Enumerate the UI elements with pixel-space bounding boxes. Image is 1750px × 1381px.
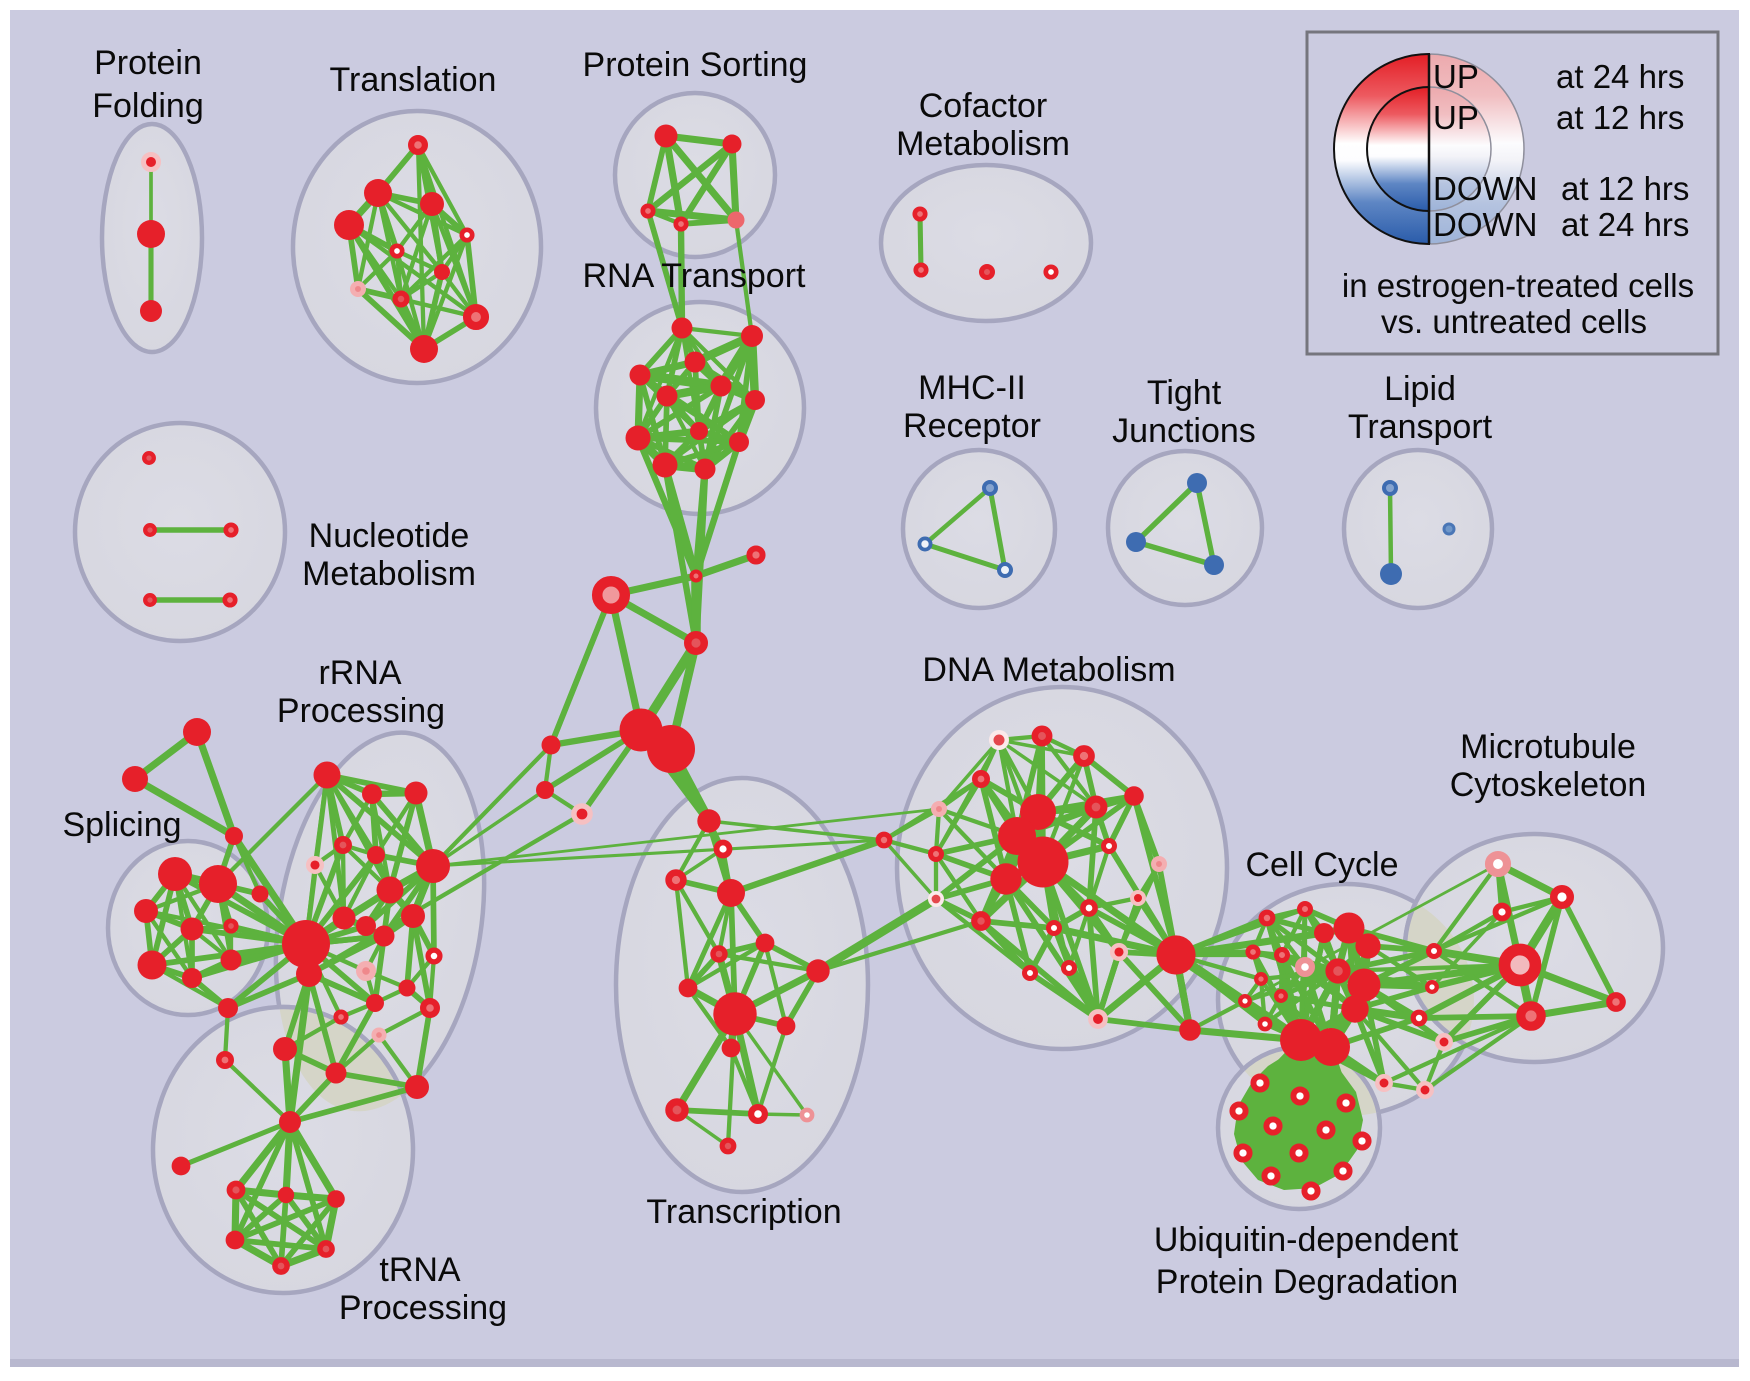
svg-text:Splicing: Splicing [62,806,181,844]
svg-text:vs. untreated cells: vs. untreated cells [1381,303,1647,340]
svg-text:DNA Metabolism: DNA Metabolism [922,651,1175,689]
svg-text:Microtubule: Microtubule [1460,728,1636,766]
svg-text:at 24 hrs: at 24 hrs [1561,206,1689,243]
svg-text:Processing: Processing [339,1289,507,1327]
svg-text:Protein Sorting: Protein Sorting [583,46,808,84]
svg-text:Cofactor: Cofactor [919,87,1048,125]
svg-text:at 24 hrs: at 24 hrs [1556,58,1684,95]
svg-text:UP: UP [1433,58,1479,95]
svg-text:Transport: Transport [1348,408,1493,446]
svg-text:Metabolism: Metabolism [302,555,476,593]
svg-text:at 12 hrs: at 12 hrs [1556,99,1684,136]
svg-text:Metabolism: Metabolism [896,125,1070,163]
svg-text:Cytoskeleton: Cytoskeleton [1450,766,1647,804]
svg-text:at 12 hrs: at 12 hrs [1561,170,1689,207]
svg-text:Processing: Processing [277,692,445,730]
svg-text:Protein: Protein [94,44,202,82]
svg-text:DOWN: DOWN [1433,206,1537,243]
svg-text:Translation: Translation [330,61,497,99]
svg-text:RNA Transport: RNA Transport [583,257,807,295]
svg-text:Protein Degradation: Protein Degradation [1156,1263,1458,1301]
svg-text:Folding: Folding [92,87,204,125]
svg-text:Receptor: Receptor [903,407,1041,445]
svg-text:DOWN: DOWN [1433,170,1537,207]
svg-text:Junctions: Junctions [1112,412,1256,450]
svg-text:tRNA: tRNA [379,1251,461,1289]
svg-text:rRNA: rRNA [318,654,401,692]
svg-text:Transcription: Transcription [646,1193,841,1231]
svg-text:Nucleotide: Nucleotide [309,517,470,555]
svg-text:Cell Cycle: Cell Cycle [1245,846,1398,884]
svg-text:Lipid: Lipid [1384,370,1456,408]
svg-text:MHC-II: MHC-II [918,369,1026,407]
svg-text:Tight: Tight [1147,374,1222,412]
svg-text:Ubiquitin-dependent: Ubiquitin-dependent [1154,1221,1459,1259]
svg-text:in estrogen-treated cells: in estrogen-treated cells [1342,267,1694,304]
svg-text:UP: UP [1433,99,1479,136]
